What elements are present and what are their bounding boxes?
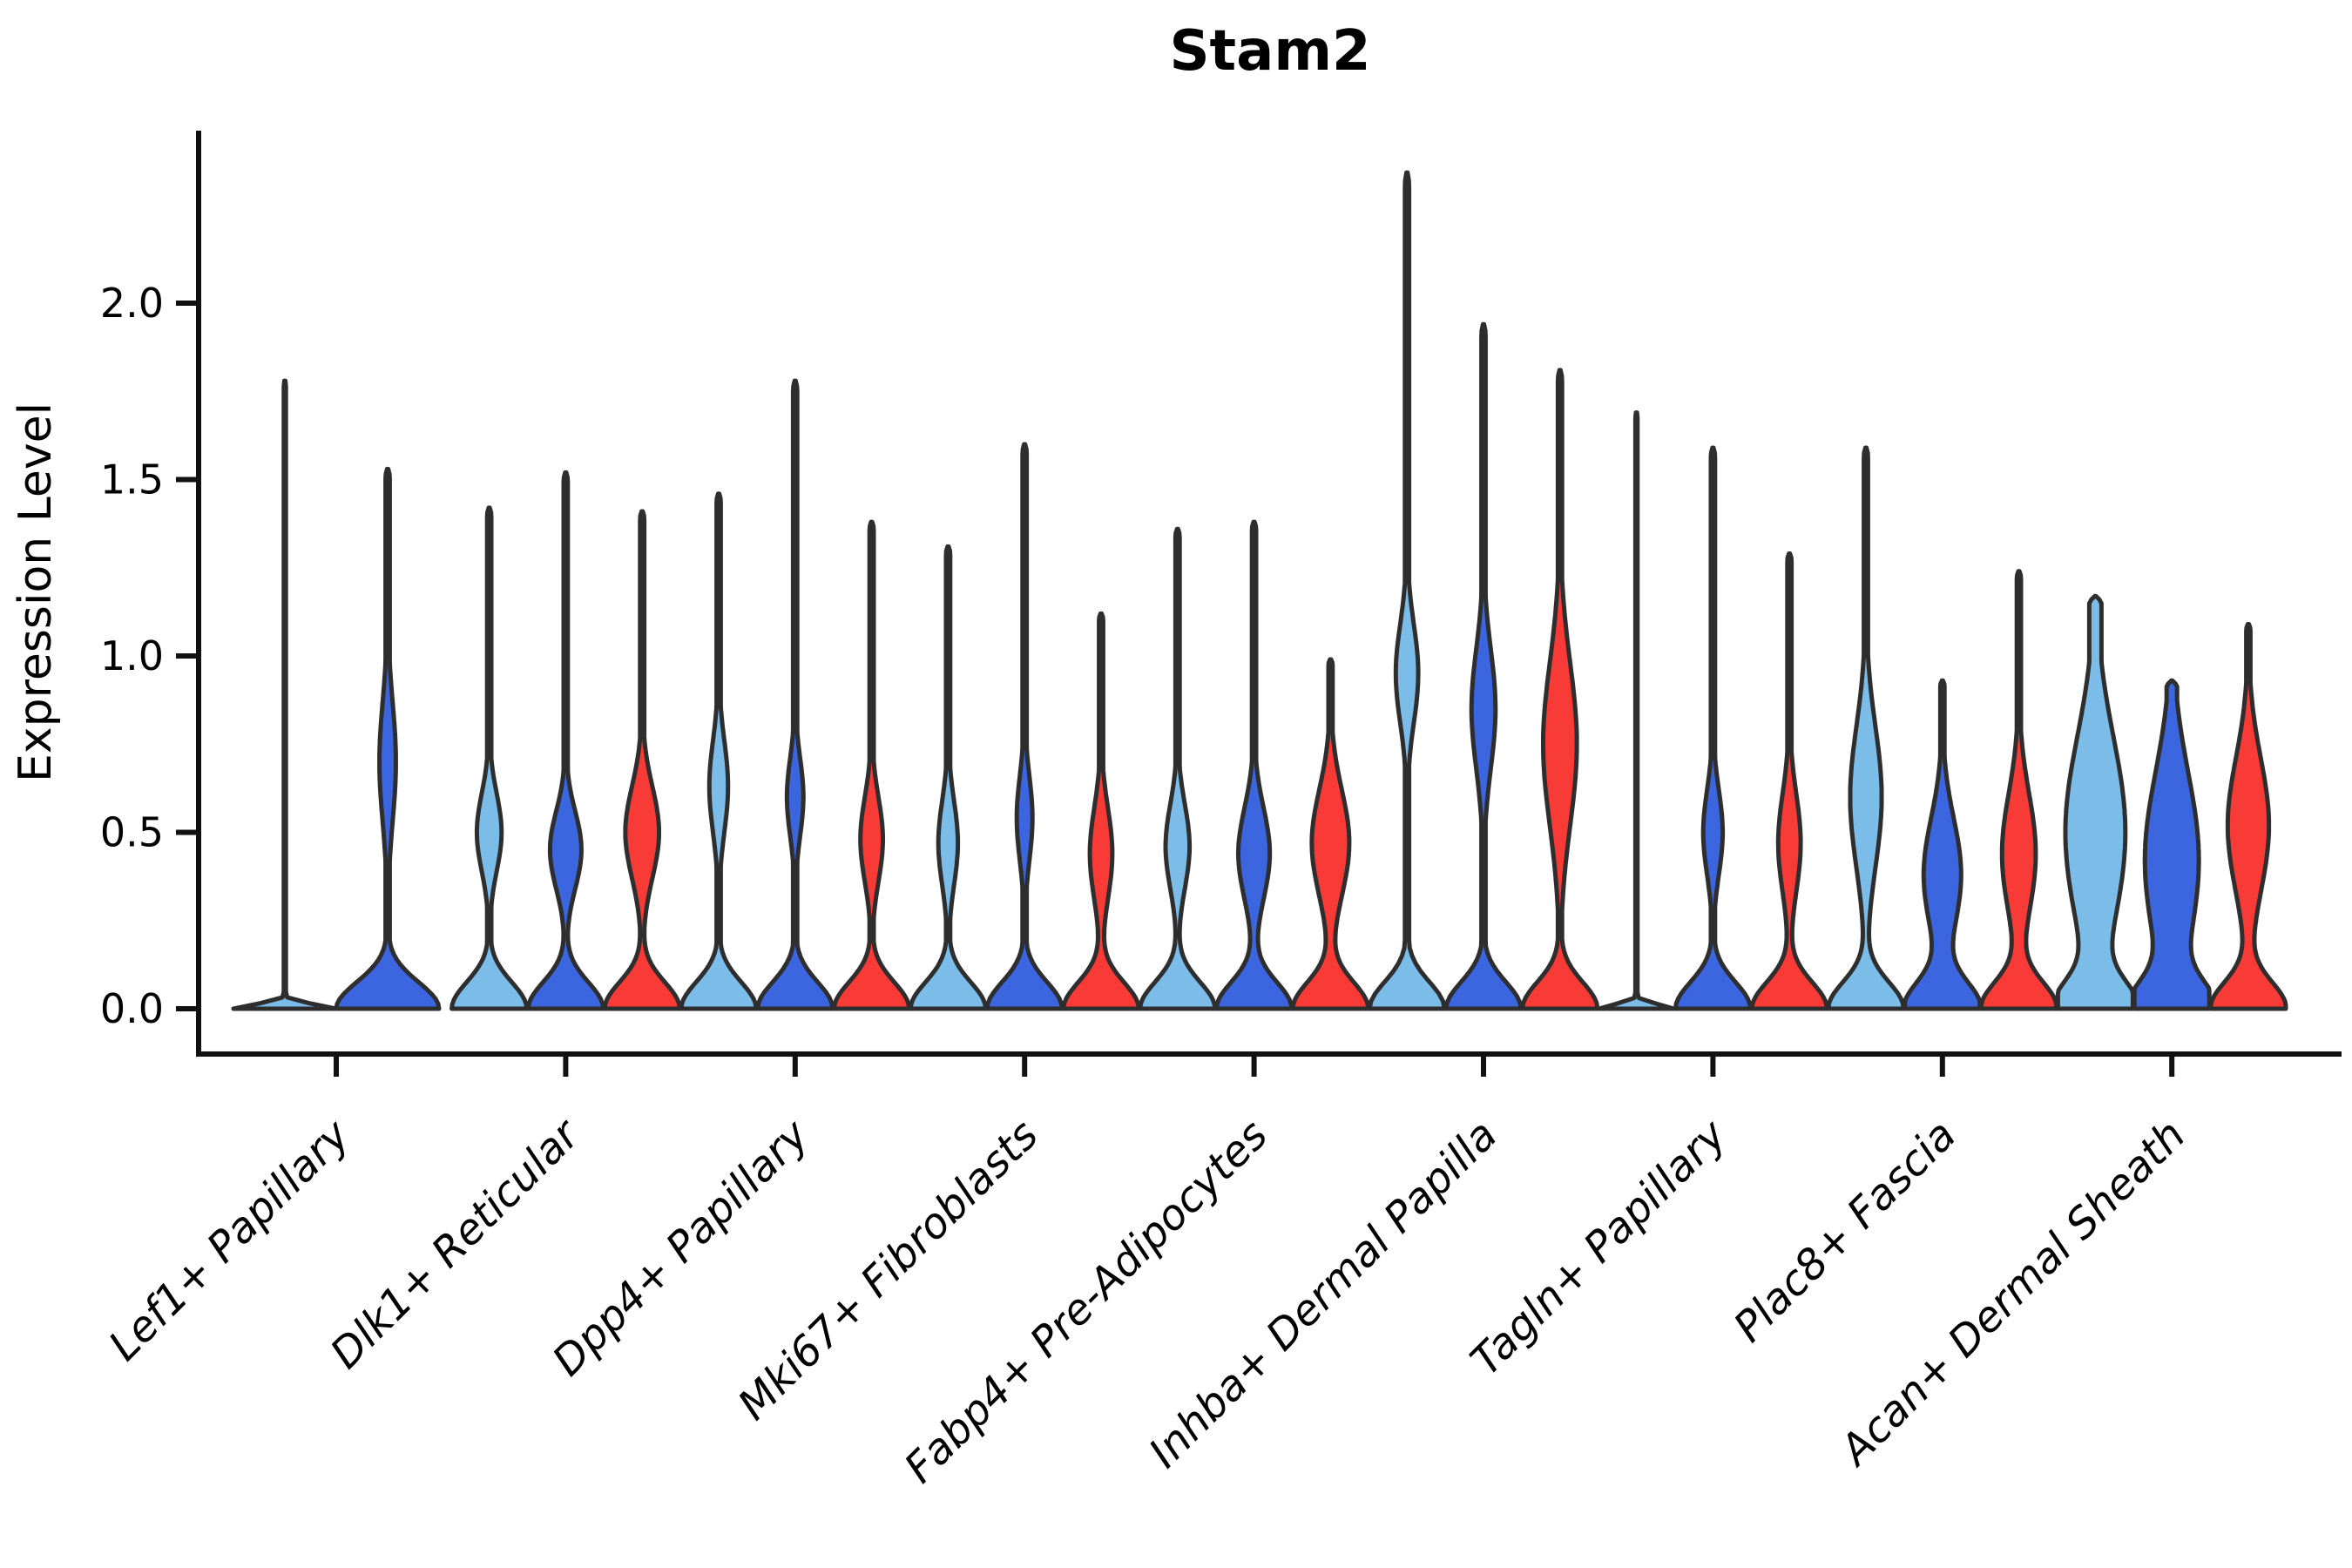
y-tick-label-1: 0.5 xyxy=(100,809,164,856)
x-tick-label-0: Lef1+ Papillary xyxy=(99,1110,360,1370)
violin-6-red xyxy=(1749,551,1829,1011)
violin-2-light-blue xyxy=(679,491,759,1011)
violin-7-light-blue xyxy=(1826,445,1906,1011)
x-tick-label-1: Dlk1+ Reticular xyxy=(321,1109,591,1379)
violin-2-red xyxy=(832,519,912,1011)
x-tick-label-2: Dpp4+ Papillary xyxy=(544,1110,819,1385)
violin-1-dark-blue xyxy=(525,470,605,1011)
violin-6-light-blue xyxy=(1597,410,1677,1011)
violin-4-dark-blue xyxy=(1214,519,1294,1011)
violin-3-light-blue xyxy=(908,544,988,1011)
y-axis-label: Expression Level xyxy=(10,402,62,782)
x-tick-label-7: Plac8+ Fascia xyxy=(1725,1111,1966,1352)
y-tick-label-3: 1.5 xyxy=(100,456,164,504)
violin-1-light-blue xyxy=(449,505,530,1011)
violin-6-dark-blue xyxy=(1673,445,1753,1011)
violin-1-red xyxy=(602,509,682,1011)
violin-8-light-blue xyxy=(2055,593,2135,1011)
violin-7-red xyxy=(1979,569,2059,1011)
y-tick-label-4: 2.0 xyxy=(100,280,164,327)
x-tick-label-6: Tagln+ Papillary xyxy=(1462,1110,1737,1385)
violin-3-red xyxy=(1061,611,1141,1011)
y-tick-label-0: 0.0 xyxy=(100,985,164,1032)
violin-8-red xyxy=(2208,622,2288,1011)
violin-0-dark-blue xyxy=(334,466,442,1011)
figure-title: Stam2 xyxy=(1169,19,1370,84)
violin-2-dark-blue xyxy=(755,378,835,1011)
violin-4-red xyxy=(1290,657,1370,1011)
violin-5-red xyxy=(1520,368,1600,1011)
violin-8-dark-blue xyxy=(2132,678,2212,1011)
violin-5-dark-blue xyxy=(1443,321,1524,1011)
violin-4-light-blue xyxy=(1138,526,1218,1011)
violin-0-light-blue xyxy=(231,378,339,1011)
violin-7-dark-blue xyxy=(1903,678,1983,1011)
violin-5-light-blue xyxy=(1367,170,1447,1011)
x-tick-label-4: Fabp4+ Pre-Adipocytes xyxy=(896,1111,1278,1493)
violin-3-dark-blue xyxy=(984,442,1064,1011)
y-tick-label-2: 1.0 xyxy=(100,632,164,679)
